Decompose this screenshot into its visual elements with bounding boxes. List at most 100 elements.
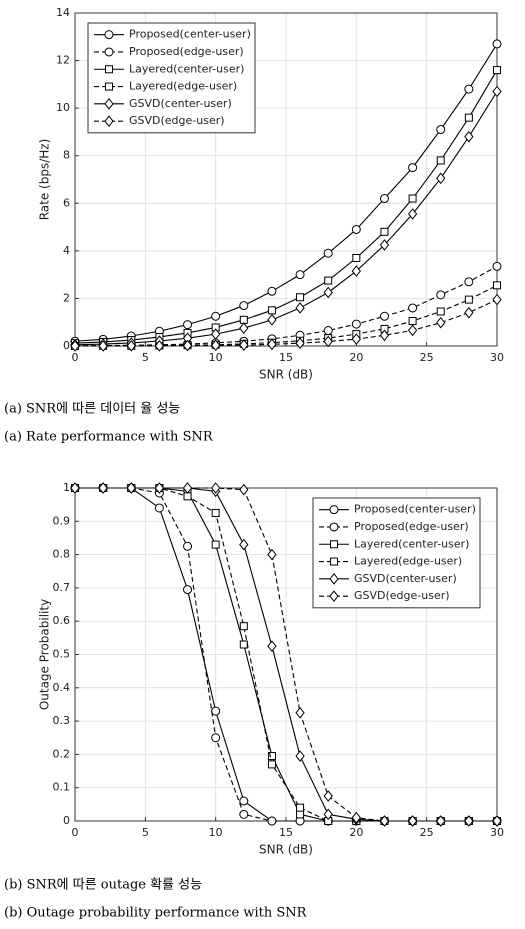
legend-marker <box>329 573 339 585</box>
legend-label: Proposed(edge-user) <box>129 45 244 58</box>
y-tick-label: 0.3 <box>53 714 71 727</box>
marker <box>493 66 501 75</box>
marker <box>351 319 361 329</box>
legend-label: Proposed(center-user) <box>129 28 251 41</box>
legend-marker <box>104 115 114 127</box>
marker <box>323 248 333 258</box>
marker <box>492 85 502 98</box>
marker <box>98 340 108 352</box>
legend-label: Layered(edge-user) <box>129 80 237 93</box>
y-tick-label: 2 <box>63 291 70 304</box>
marker <box>211 311 221 321</box>
axes-box <box>74 12 498 347</box>
marker <box>267 816 277 826</box>
marker <box>239 322 249 334</box>
marker <box>239 483 249 496</box>
marker <box>239 796 249 806</box>
marker <box>239 339 249 351</box>
marker <box>126 339 136 352</box>
legend-label: Proposed(center-user) <box>354 503 476 516</box>
legend-marker <box>330 540 338 549</box>
marker <box>211 328 221 340</box>
marker <box>351 811 361 824</box>
y-tick-label: 0.7 <box>53 581 71 594</box>
marker <box>267 752 276 761</box>
marker <box>436 125 446 135</box>
marker <box>183 541 193 551</box>
y-tick-label: 0 <box>63 339 70 352</box>
y-tick-label: 0.5 <box>53 648 71 661</box>
marker <box>239 301 249 311</box>
marker <box>408 163 418 173</box>
caption: (a) SNR에 따른 데이터 율 성능 <box>4 402 180 417</box>
legend-marker <box>105 82 113 91</box>
marker <box>70 482 80 494</box>
legend-label: Proposed(edge-user) <box>354 520 469 533</box>
marker <box>492 261 502 271</box>
y-tick-label: 4 <box>63 244 70 257</box>
marker <box>154 503 164 513</box>
x-axis-label: SNR (dB) <box>259 368 313 382</box>
marker <box>324 276 333 285</box>
marker <box>239 640 248 649</box>
marker <box>295 706 305 719</box>
x-tick-label: 5 <box>142 826 149 839</box>
marker <box>351 265 361 277</box>
marker <box>239 809 249 819</box>
legend-label: GSVD(edge-user) <box>129 114 225 127</box>
marker <box>379 329 390 342</box>
x-tick-label: 5 <box>142 351 149 364</box>
legend-marker <box>329 590 339 602</box>
marker <box>408 317 417 326</box>
marker <box>436 316 446 329</box>
marker <box>379 311 389 321</box>
marker <box>436 172 446 185</box>
marker <box>436 290 446 300</box>
marker <box>407 815 418 827</box>
marker <box>211 540 220 549</box>
x-tick-label: 30 <box>490 826 504 839</box>
marker <box>267 338 277 351</box>
marker <box>211 733 221 743</box>
marker <box>464 113 473 122</box>
y-tick-label: 0.2 <box>53 747 71 760</box>
marker <box>436 307 445 316</box>
marker <box>267 286 277 296</box>
marker <box>126 482 136 494</box>
marker <box>323 808 333 821</box>
legend-marker <box>104 98 114 110</box>
series-line <box>74 91 498 346</box>
legend-marker <box>329 505 339 515</box>
marker <box>464 295 473 304</box>
marker <box>70 340 80 352</box>
marker <box>211 706 221 716</box>
marker <box>351 224 361 234</box>
x-tick-label: 0 <box>72 826 79 839</box>
marker <box>323 326 333 336</box>
series-line <box>75 299 498 347</box>
y-tick-label: 0.9 <box>53 514 71 527</box>
marker <box>323 790 333 802</box>
marker <box>267 760 276 769</box>
series-line <box>75 487 497 822</box>
y-tick-label: 0.8 <box>53 548 71 561</box>
legend-label: Layered(edge-user) <box>354 555 462 568</box>
marker <box>464 130 474 143</box>
caption: (a) Rate performance with SNR <box>4 430 214 445</box>
series-line <box>74 284 498 347</box>
marker <box>352 253 361 262</box>
legend-box <box>312 497 481 609</box>
marker <box>407 208 418 220</box>
y-tick-label: 10 <box>56 101 70 114</box>
legend-marker <box>104 47 114 57</box>
marker <box>182 482 193 494</box>
marker <box>98 482 108 494</box>
y-tick-label: 6 <box>63 196 70 209</box>
y-axis-label: Outage Probability <box>38 599 52 710</box>
marker <box>183 320 193 330</box>
y-tick-label: 8 <box>63 149 70 162</box>
marker <box>379 815 390 827</box>
marker <box>182 339 193 352</box>
caption: (b) Outage probability performance with … <box>4 906 308 921</box>
